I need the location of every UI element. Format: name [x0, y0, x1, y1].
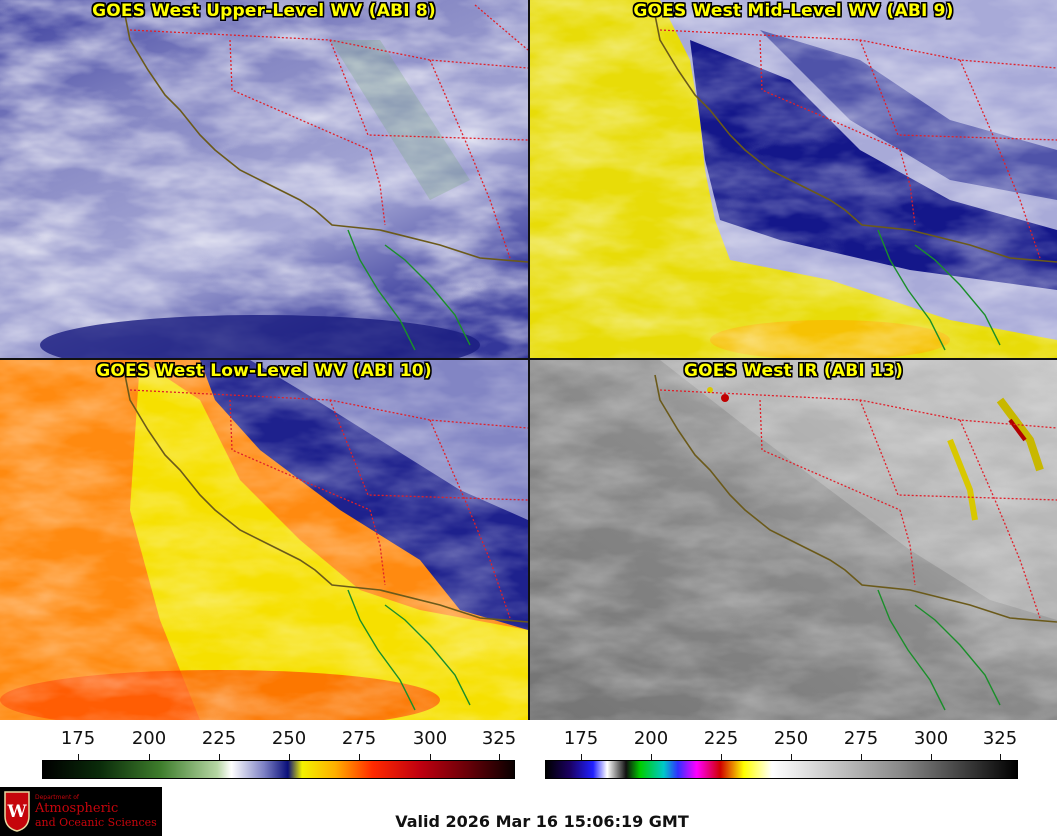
colorbar-ir-gradient [545, 760, 1018, 779]
colorbar-wv-tick: 300 [412, 728, 448, 749]
colorbar-wv-tick: 275 [341, 728, 377, 749]
colorbar-wv: 175 200 225 250 275 300 325 [0, 728, 530, 783]
colorbar-ir-tick: 200 [633, 728, 669, 749]
ir-image [530, 360, 1057, 720]
colorbar-wv-tick: 225 [201, 728, 237, 749]
panel-divider-horizontal [0, 358, 1057, 360]
colorbar-wv-tick: 325 [481, 728, 517, 749]
svg-text:W: W [6, 802, 27, 822]
panel-mid-level-wv: GOES West Mid-Level WV (ABI 9) [530, 0, 1057, 358]
low-level-wv-image [0, 360, 528, 720]
panel-divider-vertical [528, 0, 530, 720]
colorbar-ir-tick: 275 [843, 728, 879, 749]
colorbar-wv-tick: 175 [60, 728, 96, 749]
colorbar-ir-tick: 250 [773, 728, 809, 749]
aos-logo: W Department of Atmospheric and Oceanic … [0, 787, 162, 836]
colorbar-ir-tick: 325 [982, 728, 1018, 749]
colorbar-ir-tick: 175 [563, 728, 599, 749]
mid-level-wv-image [530, 0, 1057, 358]
colorbar-wv-gradient [42, 760, 515, 779]
valid-time: Valid 2026 Mar 16 15:06:19 GMT [395, 812, 689, 831]
uw-crest-icon: W [4, 791, 30, 832]
panel-title-low: GOES West Low-Level WV (ABI 10) [96, 361, 432, 381]
panel-upper-level-wv: GOES West Upper-Level WV (ABI 8) [0, 0, 528, 358]
colorbar-wv-tick: 250 [271, 728, 307, 749]
upper-level-wv-image [0, 0, 528, 358]
panel-title-ir: GOES West IR (ABI 13) [683, 361, 904, 381]
logo-dept-label: Department of [35, 794, 79, 801]
panel-low-level-wv: GOES West Low-Level WV (ABI 10) [0, 360, 528, 720]
panel-title-mid: GOES West Mid-Level WV (ABI 9) [633, 1, 954, 21]
colorbar-ir: 175 200 225 250 275 300 325 [530, 728, 1057, 783]
colorbar-ir-tick: 300 [913, 728, 949, 749]
panel-title-upper: GOES West Upper-Level WV (ABI 8) [92, 1, 436, 21]
logo-line-oceanic: and Oceanic Sciences [35, 816, 157, 829]
colorbar-ir-tick: 225 [703, 728, 739, 749]
logo-line-atmospheric: Atmospheric [35, 801, 119, 816]
colorbar-wv-tick: 200 [131, 728, 167, 749]
panel-ir: GOES West IR (ABI 13) [530, 360, 1057, 720]
